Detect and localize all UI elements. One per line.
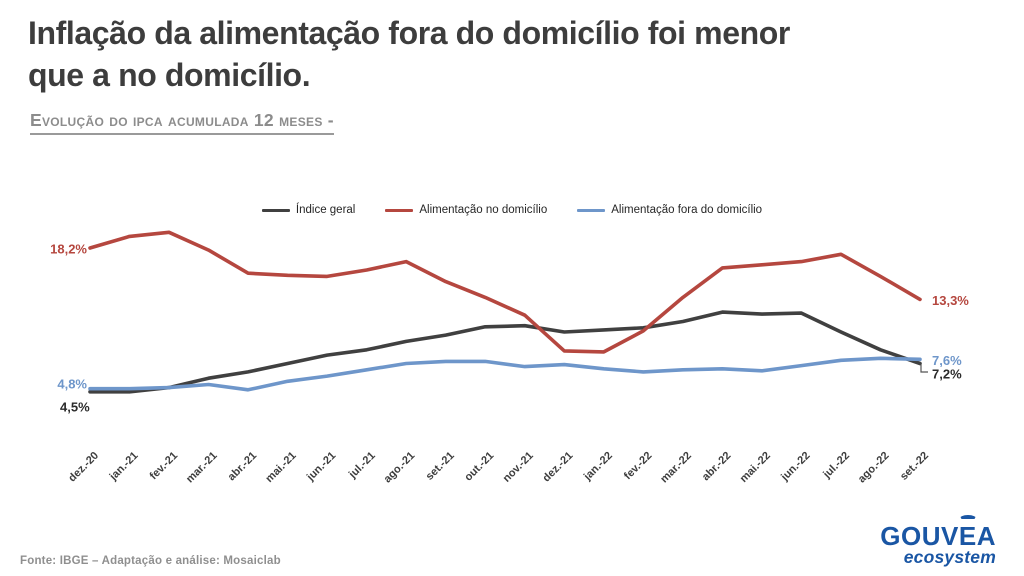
slide-title-line1: Inflação da alimentação fora do domicíli…: [28, 15, 790, 51]
x-axis-label: jun.-22: [778, 450, 812, 484]
x-axis-label: ago.-21: [382, 450, 418, 486]
x-axis-label: jan.-22: [581, 450, 615, 484]
x-axis-label: nov.-21: [501, 450, 536, 485]
x-axis-label: jul.-22: [820, 450, 852, 482]
x-axis-label: mar.-21: [184, 450, 220, 486]
series-line-1: [88, 230, 922, 354]
slide-title-line2: que a no domicílio.: [28, 57, 311, 94]
data-label-end-1: 13,3%: [932, 293, 969, 308]
data-label-start-1: 18,2%: [50, 242, 87, 257]
legend-label: Alimentação no domicílio: [419, 204, 548, 216]
x-axis-label: set.-22: [898, 450, 931, 483]
logo-letter-e: E: [958, 515, 977, 551]
circumflex-accent-icon: [959, 515, 977, 523]
legend-swatch-icon: [261, 208, 290, 212]
legend-swatch-icon: [577, 208, 606, 212]
logo-letter-e-glyph: E: [958, 521, 977, 551]
logo-part1: GOUV: [880, 521, 959, 551]
series-line-2: [88, 356, 922, 392]
label-connector: [920, 364, 928, 373]
x-axis-label: ago.-22: [856, 450, 892, 486]
x-axis-label: fev.-21: [148, 450, 181, 483]
x-axis-label: jun.-21: [304, 450, 338, 484]
source-note: Fonte: IBGE – Adaptação e análise: Mosai…: [20, 555, 281, 567]
data-label-end-2: 7,6%: [932, 353, 962, 368]
legend-label: Índice geral: [295, 204, 356, 216]
x-axis-label: mar.-22: [658, 450, 694, 486]
x-axis-label: out.-21: [462, 450, 496, 484]
data-label-start-2: 4,8%: [57, 376, 87, 391]
x-axis-label: mai.-22: [738, 450, 773, 485]
gouvea-ecosystem-logo: GOUVE A ecosystem: [880, 515, 996, 568]
chart-subtitle: Evolução do ipca acumulada 12 meses -: [30, 110, 334, 135]
x-axis-label: fev.-22: [622, 450, 655, 483]
x-axis-label: jan.-21: [107, 450, 141, 484]
slide-title: Inflação da alimentação fora do domicíli…: [28, 12, 978, 96]
logo-wordmark: GOUVE A: [880, 515, 996, 551]
legend-item-1: Alimentação no domicílio: [385, 204, 547, 216]
legend-swatch-icon: [385, 208, 414, 212]
legend-label: Alimentação fora do domicílio: [611, 204, 763, 216]
data-label-start-0: 4,5%: [60, 399, 90, 414]
x-axis-label: jul.-21: [346, 450, 378, 482]
legend-item-2: Alimentação fora do domicílio: [577, 204, 762, 216]
x-axis-label: set.-21: [424, 450, 457, 483]
x-axis-label: abr.-21: [226, 450, 260, 484]
x-axis-label: dez.-21: [541, 450, 576, 485]
series-line-0: [88, 310, 922, 394]
x-axis-label: abr.-22: [700, 450, 734, 484]
logo-tagline: ecosystem: [903, 547, 996, 567]
x-axis-label: dez.-20: [66, 450, 101, 485]
x-axis-label: mai.-21: [263, 450, 298, 485]
legend-item-0: Índice geral: [261, 204, 356, 216]
chart-legend: Índice geral Alimentação no domicílio Alim…: [0, 204, 1024, 216]
chart-subtitle-wrap: Evolução do ipca acumulada 12 meses -: [30, 110, 334, 135]
data-label-end-0: 7,2%: [932, 367, 962, 382]
logo-part2: A: [976, 521, 996, 551]
